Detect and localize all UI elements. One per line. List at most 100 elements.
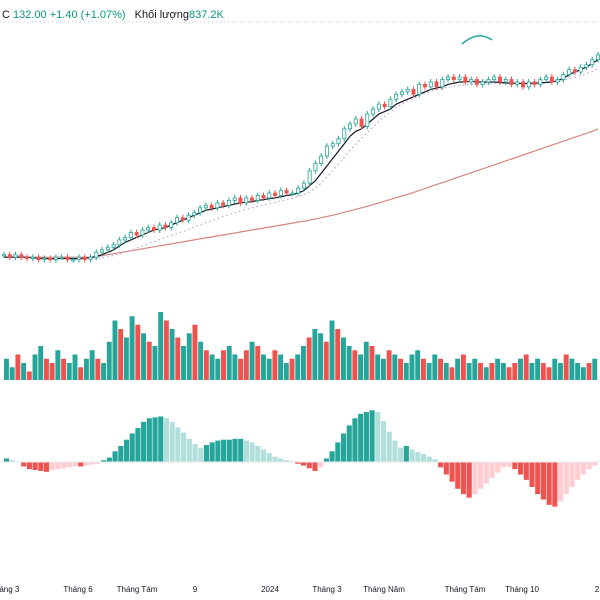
histogram-bar — [295, 462, 301, 464]
volume-bar — [443, 363, 449, 380]
histogram-bar — [580, 462, 586, 475]
volume-bar — [49, 363, 55, 380]
histogram-bar — [489, 462, 495, 479]
candle — [273, 192, 278, 196]
volume-bar — [198, 341, 204, 380]
volume-bar — [181, 346, 186, 380]
candle — [232, 197, 237, 201]
histogram-bar — [106, 457, 112, 462]
candle — [30, 256, 35, 259]
volume-bar — [558, 363, 563, 380]
candle — [203, 204, 208, 209]
candle — [532, 81, 537, 85]
volume-bar — [460, 354, 466, 380]
candle — [71, 259, 76, 262]
histogram-bar — [529, 462, 535, 487]
volume-bar — [278, 354, 284, 380]
volume-bar — [283, 363, 289, 380]
x-tick-label: Tháng Tám — [445, 585, 486, 594]
candle — [526, 81, 531, 88]
candle — [48, 258, 53, 261]
volume-bar — [478, 363, 483, 380]
volume-bar — [569, 358, 575, 380]
candle — [249, 197, 254, 201]
candle — [255, 195, 260, 201]
volume-bar — [575, 363, 581, 380]
volume-bar — [32, 354, 38, 380]
histogram-bar — [238, 438, 244, 462]
histogram-bar — [438, 462, 444, 468]
x-tick-label: Tháng 6 — [63, 585, 93, 594]
volume-bar — [112, 320, 118, 380]
candle — [88, 256, 93, 261]
histogram-bar — [26, 462, 32, 470]
legend-volume-value: 837.2K — [189, 9, 224, 21]
candle — [359, 118, 364, 127]
histogram-bar — [118, 445, 124, 462]
histogram-bar — [500, 462, 507, 468]
volume-bar — [101, 363, 107, 380]
candle — [497, 76, 502, 83]
price-pane[interactable] — [2, 51, 600, 263]
volume-bar — [243, 350, 249, 380]
candle — [53, 256, 58, 261]
volume-bar — [289, 358, 295, 380]
histogram-bar — [146, 418, 152, 462]
volume-bar — [72, 354, 78, 380]
volume-bar — [215, 358, 221, 380]
volume-bar — [312, 329, 318, 380]
candle — [180, 217, 185, 221]
candle — [440, 79, 445, 88]
volume-bar — [340, 337, 346, 380]
volume-bar — [552, 358, 558, 380]
volume-bar — [432, 354, 438, 380]
candle — [446, 76, 451, 80]
histogram-bar — [203, 445, 210, 462]
candle — [469, 79, 474, 83]
volume-bar — [358, 354, 364, 380]
volume-bar — [512, 363, 518, 380]
volume-bar — [141, 333, 146, 380]
volume-bar — [518, 358, 523, 380]
candle — [572, 69, 577, 73]
histogram-bar — [420, 453, 427, 462]
histogram-bar — [506, 462, 512, 467]
volume-bar — [540, 363, 546, 380]
candle — [186, 214, 191, 221]
volume-pane[interactable] — [4, 312, 598, 380]
histogram-pane[interactable] — [4, 410, 598, 507]
ma-fast-line — [4, 59, 599, 260]
histogram-bar — [346, 425, 352, 462]
histogram-bar — [449, 462, 455, 482]
volume-bar — [580, 367, 586, 380]
candle — [503, 79, 508, 83]
volume-bar — [203, 350, 209, 380]
volume-bar — [38, 346, 44, 380]
volume-bar — [426, 363, 432, 380]
candle — [278, 190, 283, 196]
volume-bar — [546, 367, 552, 380]
volume-bar — [89, 350, 95, 380]
candle — [521, 81, 526, 88]
ma-dotted-line — [3, 67, 599, 260]
volume-bar — [186, 333, 192, 380]
candle — [105, 246, 110, 251]
legend-change-pct: (+1.07%) — [80, 9, 126, 21]
candle — [42, 258, 47, 261]
histogram-bar — [546, 462, 552, 505]
candle — [215, 202, 220, 209]
histogram-bar — [540, 462, 546, 500]
volume-bar — [563, 354, 569, 380]
histogram-bar — [215, 440, 221, 462]
histogram-bar — [89, 462, 95, 465]
candle — [100, 249, 105, 253]
candle — [561, 74, 566, 80]
candle — [474, 79, 479, 85]
volume-bar — [78, 367, 84, 380]
candle — [330, 143, 335, 147]
histogram-bar — [592, 462, 598, 466]
candle — [128, 232, 133, 238]
volume-bar — [146, 341, 152, 380]
histogram-bar — [312, 462, 318, 471]
